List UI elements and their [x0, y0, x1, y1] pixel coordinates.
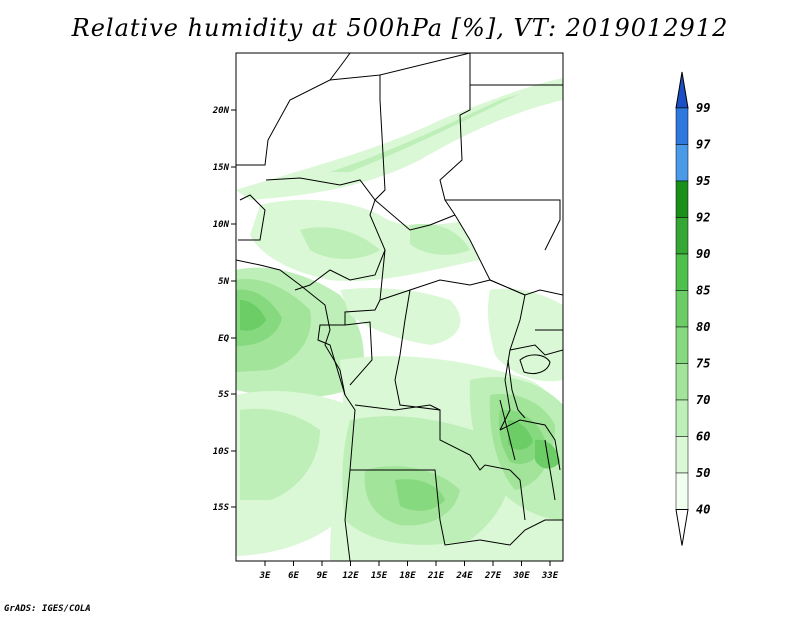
humidity-field [236, 53, 563, 561]
lon-label: 33E [541, 571, 559, 581]
lon-label: 12E [342, 571, 359, 581]
lon-label: 6E [288, 571, 299, 581]
colorbar-bottom-arrow [675, 509, 689, 546]
humidity-band-sahel [236, 78, 563, 200]
lon-label: 3E [259, 571, 271, 581]
colorbar-band [675, 436, 689, 474]
lon-label: 30E [512, 571, 530, 581]
colorbar-band [675, 253, 689, 291]
colorbar-band [675, 217, 689, 255]
colorbar-label: 95 [696, 174, 710, 188]
colorbar-label: 75 [696, 357, 710, 371]
colorbar-band [675, 290, 689, 328]
colorbar-band [675, 472, 689, 510]
lake-tanganyika [499, 399, 516, 461]
colorbar-label: 97 [696, 138, 711, 152]
lake-victoria [519, 354, 551, 375]
colorbar-label: 99 [696, 101, 710, 115]
lon-label: 27E [484, 571, 502, 581]
lon-label: 15E [371, 571, 388, 581]
lat-label: 10S [213, 447, 230, 457]
colorbar-label: 50 [696, 466, 710, 480]
lat-label: EQ [218, 334, 229, 344]
lat-label: 15S [213, 503, 230, 513]
colorbar-label: 90 [696, 247, 710, 261]
colorbar-band [675, 363, 689, 401]
colorbar-label: 85 [696, 284, 710, 298]
colorbar: 99 97 95 92 90 85 80 75 70 60 50 40 [675, 71, 711, 546]
grads-credit: GrADS: IGES/COLA [4, 604, 91, 614]
lat-label: 10N [213, 220, 230, 230]
lon-label: 9E [317, 571, 328, 581]
colorbar-label: 92 [696, 211, 710, 225]
latitude-axis: 20N 15N 10N 5N EQ 5S 10S 15S [212, 106, 236, 513]
longitude-axis: 3E 6E 9E 12E 15E 18E 21E 24E 27E 30E 33E [259, 561, 559, 581]
lat-label: 5N [218, 277, 229, 287]
colorbar-band [675, 399, 689, 437]
lon-label: 18E [399, 571, 416, 581]
map-title: Relative humidity at 500hPa [%], VT: 201… [71, 14, 729, 42]
colorbar-label: 80 [696, 320, 710, 334]
lon-label: 21E [427, 571, 445, 581]
colorbar-band [675, 180, 689, 218]
colorbar-band [675, 326, 689, 364]
lat-label: 5S [218, 390, 229, 400]
colorbar-band [675, 144, 689, 182]
colorbar-label: 40 [696, 503, 710, 517]
colorbar-band [675, 107, 689, 145]
colorbar-top-arrow [675, 71, 689, 109]
lon-label: 24E [455, 571, 473, 581]
colorbar-label: 60 [696, 430, 710, 444]
colorbar-label: 70 [696, 393, 710, 407]
map-frame [235, 52, 564, 562]
lat-label: 20N [212, 106, 230, 116]
lakes [499, 354, 556, 501]
lake-malawi [544, 439, 556, 501]
lat-label: 15N [213, 163, 230, 173]
country-borders [236, 53, 563, 561]
